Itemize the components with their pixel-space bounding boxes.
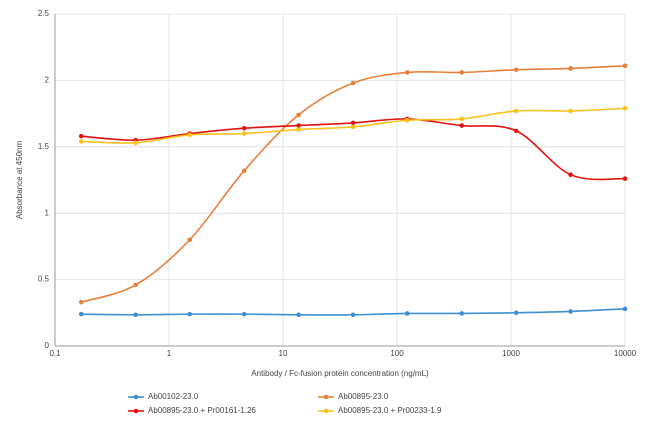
data-point [459, 116, 465, 122]
data-point [513, 128, 519, 134]
data-point [622, 306, 628, 312]
x-tick-label: 1 [167, 349, 172, 358]
y-tick-label: 0 [45, 341, 50, 350]
data-point [459, 70, 465, 75]
data-point [404, 117, 410, 123]
data-point [513, 108, 519, 114]
data-point [350, 120, 356, 126]
legend-marker [323, 408, 329, 414]
data-point [78, 311, 84, 317]
data-point [187, 132, 193, 138]
x-tick-label: 100 [390, 349, 404, 358]
y-tick-label: 2 [45, 76, 50, 85]
data-point [241, 168, 247, 174]
data-point [568, 108, 573, 114]
data-point [350, 124, 356, 130]
data-point [350, 312, 356, 318]
x-tick-label: 10000 [614, 349, 637, 358]
data-point [350, 80, 356, 86]
data-point [241, 311, 247, 317]
data-point [513, 67, 519, 73]
data-point [622, 63, 628, 69]
data-point [404, 311, 410, 316]
data-point [296, 127, 301, 132]
x-axis-label: Antibody / Fc-fusion protein concentrati… [251, 369, 429, 378]
data-point [568, 172, 573, 177]
y-tick-label: 2.5 [38, 9, 50, 18]
data-point [459, 311, 465, 316]
legend-marker [323, 394, 329, 400]
data-point [187, 311, 193, 317]
x-tick-label: 0.1 [49, 349, 61, 358]
y-axis-label: Absorbance at 450nm [15, 141, 24, 220]
data-point [187, 237, 193, 243]
data-point [241, 125, 247, 131]
data-point [133, 140, 138, 146]
data-point [296, 123, 301, 128]
data-point [78, 139, 84, 144]
data-point [296, 112, 301, 118]
data-point [568, 309, 573, 314]
data-point [133, 282, 138, 288]
series-line [81, 64, 626, 303]
y-tick-label: 1.5 [38, 142, 50, 151]
legend-marker [133, 394, 139, 400]
data-point [568, 66, 573, 71]
legend-marker [133, 408, 139, 414]
data-point [404, 70, 410, 75]
legend-label: Ab00895-23.0 + Pr00161-1.26 [148, 406, 256, 415]
x-tick-label: 10 [279, 349, 288, 358]
legend-label: Ab00102-23.0 [148, 392, 199, 401]
x-tick-label: 1000 [502, 349, 520, 358]
data-point [622, 176, 628, 181]
data-point [296, 312, 301, 318]
data-point [241, 131, 247, 136]
data-point [459, 123, 465, 128]
data-point [78, 299, 84, 305]
data-point [133, 312, 138, 318]
legend-label: Ab00895-23.0 + Pr00233-1.9 [338, 406, 442, 415]
y-tick-label: 1 [45, 208, 50, 217]
y-tick-label: 0.5 [38, 275, 50, 284]
data-point [622, 105, 628, 111]
legend-label: Ab00895-23.0 [338, 392, 389, 401]
data-point [78, 133, 84, 139]
data-point [513, 310, 519, 316]
